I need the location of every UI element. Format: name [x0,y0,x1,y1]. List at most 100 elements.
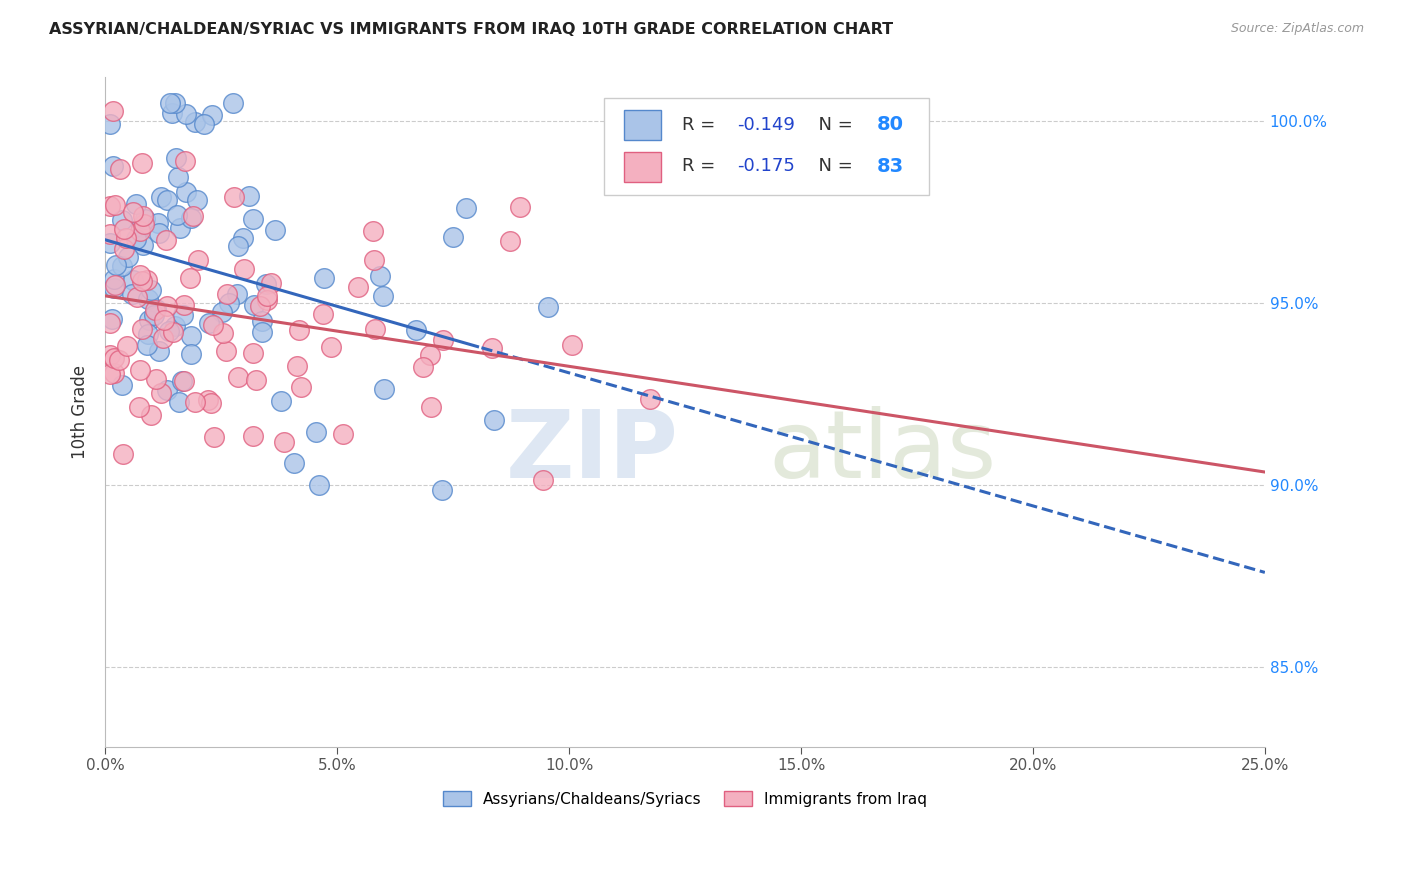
Point [217,287,239,301]
Point [112,447,135,461]
Point [441,229,464,244]
Point [226,286,249,301]
Point [270,393,292,408]
Point [419,348,441,362]
Text: N =: N = [807,116,858,134]
Point [121,287,143,301]
Point [172,308,194,322]
Point [308,477,330,491]
Point [312,307,335,321]
Point [139,283,162,297]
Point [184,394,207,409]
Point [211,305,233,319]
Point [249,299,271,313]
Point [111,377,134,392]
Point [162,325,184,339]
Point [215,344,238,359]
Point [233,262,256,277]
Point [174,107,197,121]
Point [273,435,295,450]
Point [287,359,309,373]
FancyBboxPatch shape [603,97,928,194]
Point [111,259,134,273]
Point [166,151,188,165]
Point [98,199,121,213]
Point [254,277,277,291]
Point [218,295,240,310]
Point [98,235,121,250]
Point [146,216,169,230]
Point [256,289,278,303]
Point [169,221,191,235]
Point [201,318,224,333]
Point [173,374,195,388]
Point [101,159,124,173]
Point [129,268,152,283]
Point [242,429,264,443]
Point [143,302,166,317]
Point [98,348,121,362]
Point [149,386,172,401]
Point [112,221,135,235]
Text: ZIP: ZIP [506,406,679,499]
Point [186,193,208,207]
Point [127,290,149,304]
Point [561,338,583,352]
Point [156,193,179,207]
Point [138,313,160,327]
Point [103,351,125,366]
Point [200,396,222,410]
Point [124,197,146,211]
Point [373,382,395,396]
Point [498,234,520,248]
Point [638,392,661,406]
Point [152,331,174,345]
Point [430,483,453,497]
Point [224,190,246,204]
Point [110,213,132,227]
Text: Source: ZipAtlas.com: Source: ZipAtlas.com [1230,22,1364,36]
Point [319,340,342,354]
Point [482,413,505,427]
Point [169,395,191,409]
Point [166,208,188,222]
Point [373,289,395,303]
Point [148,226,170,240]
Point [432,334,454,348]
Point [98,117,121,131]
Text: R =: R = [682,116,720,134]
Point [222,95,245,110]
Point [481,341,503,355]
Point [211,326,233,340]
Point [141,408,163,422]
Point [155,233,177,247]
Text: ASSYRIAN/CHALDEAN/SYRIAC VS IMMIGRANTS FROM IRAQ 10TH GRADE CORRELATION CHART: ASSYRIAN/CHALDEAN/SYRIAC VS IMMIGRANTS F… [49,22,893,37]
Text: 83: 83 [876,157,904,176]
Point [264,223,287,237]
Point [252,325,274,339]
Text: -0.149: -0.149 [737,116,796,134]
Point [129,224,152,238]
Point [105,258,128,272]
Point [125,232,148,246]
Point [132,209,155,223]
Point [260,277,283,291]
Point [108,162,131,177]
Point [243,298,266,312]
Point [131,155,153,169]
Point [131,274,153,288]
Point [163,318,186,333]
Point [509,201,531,215]
Point [160,105,183,120]
Point [368,268,391,283]
Point [193,117,215,131]
Point [145,372,167,386]
Point [361,224,384,238]
Point [115,339,138,353]
Point [305,425,328,440]
Point [198,317,221,331]
Point [412,360,434,375]
Point [136,292,159,306]
Point [180,347,202,361]
Point [165,95,187,110]
